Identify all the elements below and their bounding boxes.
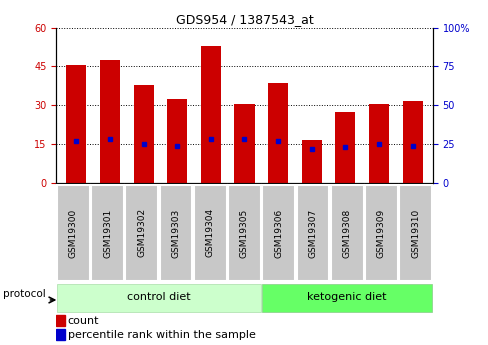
Bar	[100, 60, 120, 183]
Bar	[133, 85, 153, 183]
FancyBboxPatch shape	[330, 185, 363, 281]
Text: percentile rank within the sample: percentile rank within the sample	[67, 330, 255, 339]
FancyBboxPatch shape	[296, 185, 329, 281]
Text: GSM19301: GSM19301	[103, 208, 112, 257]
FancyBboxPatch shape	[57, 185, 90, 281]
Text: GSM19302: GSM19302	[137, 208, 146, 257]
Text: count: count	[67, 316, 99, 326]
Bar	[301, 140, 321, 183]
FancyBboxPatch shape	[262, 284, 431, 313]
Text: GSM19304: GSM19304	[205, 208, 214, 257]
Title: GDS954 / 1387543_at: GDS954 / 1387543_at	[175, 13, 313, 27]
Bar	[368, 104, 388, 183]
Text: ketogenic diet: ketogenic diet	[307, 292, 386, 302]
Text: GSM19303: GSM19303	[171, 208, 180, 257]
FancyBboxPatch shape	[125, 185, 158, 281]
Text: GSM19300: GSM19300	[69, 208, 78, 257]
FancyBboxPatch shape	[57, 284, 261, 313]
Bar	[56, 315, 64, 326]
FancyBboxPatch shape	[227, 185, 261, 281]
Text: GSM19310: GSM19310	[410, 208, 419, 257]
Text: GSM19308: GSM19308	[342, 208, 351, 257]
FancyBboxPatch shape	[262, 185, 295, 281]
Bar	[234, 104, 254, 183]
Bar	[66, 65, 86, 183]
Text: control diet: control diet	[127, 292, 190, 302]
FancyBboxPatch shape	[91, 185, 124, 281]
Text: protocol: protocol	[3, 289, 46, 299]
Text: GSM19306: GSM19306	[274, 208, 283, 257]
Bar	[267, 83, 287, 183]
Bar	[56, 329, 64, 340]
Bar	[201, 46, 221, 183]
FancyBboxPatch shape	[159, 185, 192, 281]
FancyBboxPatch shape	[398, 185, 431, 281]
FancyBboxPatch shape	[364, 185, 397, 281]
Bar	[167, 99, 187, 183]
Bar	[335, 112, 355, 183]
FancyBboxPatch shape	[193, 185, 226, 281]
Text: GSM19305: GSM19305	[240, 208, 248, 257]
Text: GSM19309: GSM19309	[376, 208, 385, 257]
Text: GSM19307: GSM19307	[308, 208, 317, 257]
Bar	[402, 101, 422, 183]
